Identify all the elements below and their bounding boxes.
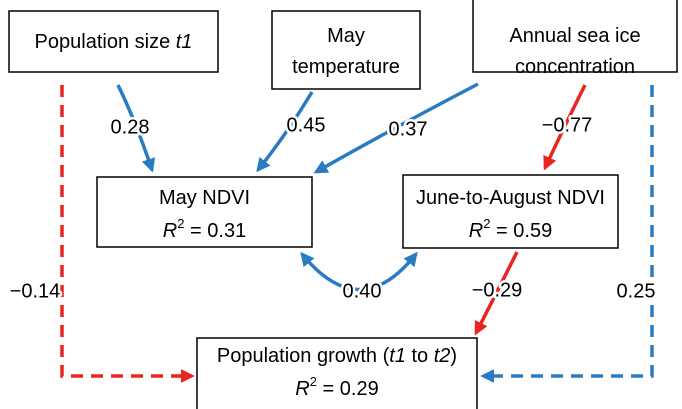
label-segment: R xyxy=(469,220,483,242)
label-segment: concentration xyxy=(515,56,635,78)
node-label: Population growth (t1 to t2) xyxy=(217,345,457,367)
label-segment: 2 xyxy=(177,216,184,231)
nodes: Population size t1 May temperature Annual s… xyxy=(8,0,678,409)
node-box xyxy=(96,176,313,248)
edge-coefficient: 0.28 xyxy=(111,116,150,138)
edge-arrow xyxy=(116,84,156,173)
label-segment: to xyxy=(406,345,434,367)
edge-coefficient: −0.77 xyxy=(542,114,593,136)
edge-coefficient: −0.29 xyxy=(472,279,523,301)
node-label: R2 = 0.59 xyxy=(469,216,552,242)
edge-arrow xyxy=(543,84,587,171)
label-segment: ) xyxy=(450,345,457,367)
label-segment: May NDVI xyxy=(159,187,250,209)
label-segment: t1 xyxy=(389,345,406,367)
label-segment: t1 xyxy=(176,31,193,53)
node-label: R2 = 0.31 xyxy=(163,216,246,242)
label-segment: R xyxy=(163,220,177,242)
label-segment: = 0.31 xyxy=(184,220,246,242)
node-label: June-to-August NDVI xyxy=(416,187,605,209)
node-label: concentration xyxy=(515,56,635,78)
label-segment: = 0.29 xyxy=(317,378,379,400)
node-label: Annual sea ice xyxy=(509,25,640,47)
edge-arrow xyxy=(474,251,519,336)
label-segment: May xyxy=(327,25,365,47)
label-segment: R xyxy=(295,378,309,400)
node-box xyxy=(196,337,478,409)
label-segment: temperature xyxy=(292,56,400,78)
label-segment: Population growth ( xyxy=(217,345,390,367)
label-segment: t2 xyxy=(434,345,451,367)
node-box xyxy=(472,0,678,73)
edge-labels: 0.28 0.45 0.37 −0.77 0.40 −0.29 −0.14 0.25 xyxy=(7,112,658,305)
label-segment: Annual sea ice xyxy=(509,25,640,47)
node-label: Population size t1 xyxy=(35,31,193,53)
edge-arrow xyxy=(480,85,654,383)
edge-arrow xyxy=(256,91,314,173)
label-segment: 2 xyxy=(310,374,317,389)
node-label: May NDVI xyxy=(159,187,250,209)
edges xyxy=(60,82,654,383)
node-box xyxy=(8,10,219,73)
node-box xyxy=(402,174,619,249)
label-segment: June-to-August NDVI xyxy=(416,187,605,209)
edge-coefficient: 0.25 xyxy=(617,280,656,302)
node-box xyxy=(271,10,421,90)
edge-arrow xyxy=(60,85,195,383)
label-segment: 2 xyxy=(483,216,490,231)
label-segment: = 0.59 xyxy=(490,220,552,242)
edge-coefficient: −0.14 xyxy=(10,280,61,302)
edge-coefficient: 0.40 xyxy=(343,280,382,302)
label-segment: Population size xyxy=(35,31,176,53)
edge-coefficient: 0.45 xyxy=(287,114,326,136)
edge-arrow xyxy=(313,82,479,174)
edge-coefficient: 0.37 xyxy=(389,118,428,140)
node-label: R2 = 0.29 xyxy=(295,374,378,400)
node-label: May xyxy=(327,25,365,47)
node-label: temperature xyxy=(292,56,400,78)
edge-arrow xyxy=(300,251,418,292)
